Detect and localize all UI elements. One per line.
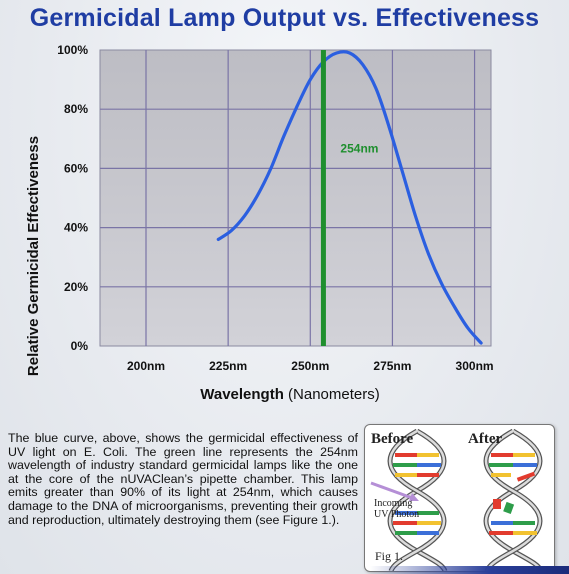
y-axis-label: Relative Germicidal Effectiveness [25,136,42,376]
chart-title: Germicidal Lamp Output vs. Effectiveness [29,4,540,32]
x-tick-label: 275nm [373,359,411,373]
dna-illustration [370,428,544,571]
dna-helix-before-icon [387,428,448,571]
after-label: After [468,431,503,447]
y-tick-label: 60% [64,161,88,175]
x-tick-label: 200nm [127,359,165,373]
dna-figure: Before After Incoming UV Photon Fig 1. [364,424,555,572]
photon-label-line1: Incoming [374,498,413,509]
plot-area [99,49,492,347]
x-tick-label: 225nm [209,359,247,373]
y-tick-label: 40% [64,221,88,235]
uv-photon-arrow-icon [370,481,419,501]
y-tick-label: 20% [64,280,88,294]
dna-helix-after-icon [483,428,544,571]
photon-label-line2: UV Photon [374,509,420,520]
series-layer [216,50,483,345]
x-tick-label: 250nm [291,359,329,373]
y-tick-label: 0% [71,339,89,353]
y-tick-label: 80% [64,102,88,116]
y-tick-labels: 0% 20% 40% 60% 80% 100% [57,43,88,353]
effectiveness-curve [216,50,483,345]
x-tick-labels: 200nm 225nm 250nm 275nm 300nm [127,359,494,373]
annotation-layer: 254nm [320,50,378,346]
figure-label: Fig 1. [375,549,404,563]
x-axis-label: Wavelength (Nanometers) [200,386,380,403]
footer-decoration [370,566,569,574]
grid [100,50,491,346]
before-label: Before [371,431,414,447]
chart: 254nm 0% 20% 40% 60% 80% 100% 200nm 225nm 250nm… [25,43,494,403]
x-tick-label: 300nm [456,359,494,373]
caption-text: The blue curve, above, shows the germici… [8,431,358,527]
y-tick-label: 100% [57,43,88,57]
wavelength-marker-label: 254nm [340,142,378,156]
